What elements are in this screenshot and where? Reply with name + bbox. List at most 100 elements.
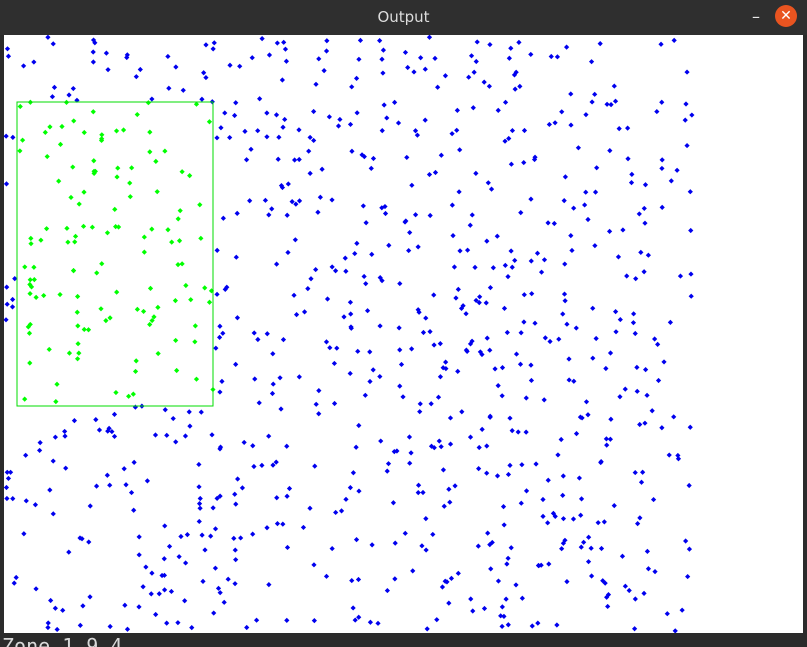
outside-point <box>317 194 323 200</box>
outside-point <box>250 443 256 449</box>
outside-point <box>611 503 617 509</box>
outside-point <box>196 484 202 490</box>
inside-point <box>188 297 194 303</box>
outside-point <box>588 59 595 65</box>
outside-point <box>645 566 652 572</box>
outside-point <box>149 96 155 102</box>
outside-point <box>11 580 17 586</box>
outside-point <box>180 87 186 93</box>
inside-point <box>162 148 168 154</box>
inside-point <box>65 239 71 245</box>
outside-point <box>311 137 317 144</box>
outside-point <box>189 625 195 631</box>
outside-point <box>210 46 216 52</box>
outside-point <box>316 411 322 417</box>
outside-point <box>659 99 665 105</box>
outside-point <box>208 533 214 539</box>
outside-point <box>655 341 661 347</box>
outside-point <box>400 394 406 400</box>
inside-point <box>70 268 77 274</box>
outside-point <box>538 269 545 275</box>
outside-point <box>305 286 311 292</box>
outside-point <box>168 588 175 595</box>
outside-point <box>477 294 483 300</box>
outside-point <box>349 577 355 584</box>
outside-point <box>589 99 595 105</box>
outside-point <box>80 603 86 609</box>
window-titlebar[interactable]: Output – ✕ <box>0 0 807 35</box>
outside-point <box>484 238 490 244</box>
outside-point <box>502 262 508 268</box>
outside-point <box>415 490 421 496</box>
outside-point <box>225 576 231 582</box>
outside-point <box>418 55 424 61</box>
outside-point <box>431 342 437 348</box>
outside-point <box>508 545 514 551</box>
minimize-button[interactable]: – <box>745 5 767 27</box>
inside-point <box>54 381 60 387</box>
outside-point <box>331 360 337 367</box>
outside-point <box>242 128 248 134</box>
outside-point <box>281 39 287 45</box>
inside-point <box>26 330 33 336</box>
outside-point <box>600 578 606 584</box>
outside-point <box>440 467 447 473</box>
outside-point <box>566 356 572 362</box>
outside-point <box>516 39 522 46</box>
outside-point <box>380 47 387 53</box>
outside-point <box>521 319 527 325</box>
outside-point <box>87 594 93 600</box>
outside-point <box>554 622 560 628</box>
outside-point <box>4 301 10 307</box>
outside-point <box>173 439 179 445</box>
inside-point <box>177 208 183 214</box>
inside-point <box>41 292 47 299</box>
outside-point <box>364 308 371 314</box>
inside-point <box>197 202 203 208</box>
outside-point <box>449 202 455 208</box>
outside-point <box>473 297 479 304</box>
close-button[interactable]: ✕ <box>775 5 797 27</box>
outside-point <box>392 99 398 105</box>
inside-point <box>130 391 136 397</box>
outside-point <box>595 520 601 526</box>
outside-point <box>431 292 437 298</box>
outside-point <box>689 112 695 118</box>
outside-point <box>422 117 428 123</box>
inside-point <box>91 158 97 164</box>
outside-point <box>423 547 429 553</box>
inside-point <box>76 201 82 207</box>
outside-point <box>473 170 479 176</box>
outside-point <box>407 460 413 466</box>
inside-point <box>66 350 73 356</box>
outside-point <box>284 544 291 551</box>
outside-point <box>612 98 619 104</box>
outside-point <box>443 366 449 372</box>
outside-point <box>323 339 330 345</box>
outside-point <box>420 489 426 496</box>
outside-point <box>688 293 694 299</box>
outside-point <box>232 581 238 587</box>
outside-point <box>479 351 485 358</box>
outside-point <box>285 181 291 187</box>
outside-point <box>221 599 227 605</box>
outside-point <box>217 389 223 395</box>
outside-point <box>93 417 99 423</box>
outside-point <box>217 444 224 450</box>
outside-point <box>222 110 228 116</box>
outside-point <box>468 596 474 602</box>
outside-point <box>63 465 69 471</box>
outside-point <box>111 411 118 417</box>
terminal-strip: Zone 1 9 4 <box>0 633 807 647</box>
outside-point <box>447 499 453 505</box>
outside-point <box>632 626 638 632</box>
inside-point <box>59 123 65 130</box>
outside-point <box>607 350 614 356</box>
outside-point <box>456 189 462 195</box>
outside-point <box>238 535 244 541</box>
outside-point <box>457 147 463 153</box>
outside-point <box>430 531 436 538</box>
outside-point <box>568 122 574 128</box>
outside-point <box>234 315 241 321</box>
outside-point <box>308 276 314 282</box>
